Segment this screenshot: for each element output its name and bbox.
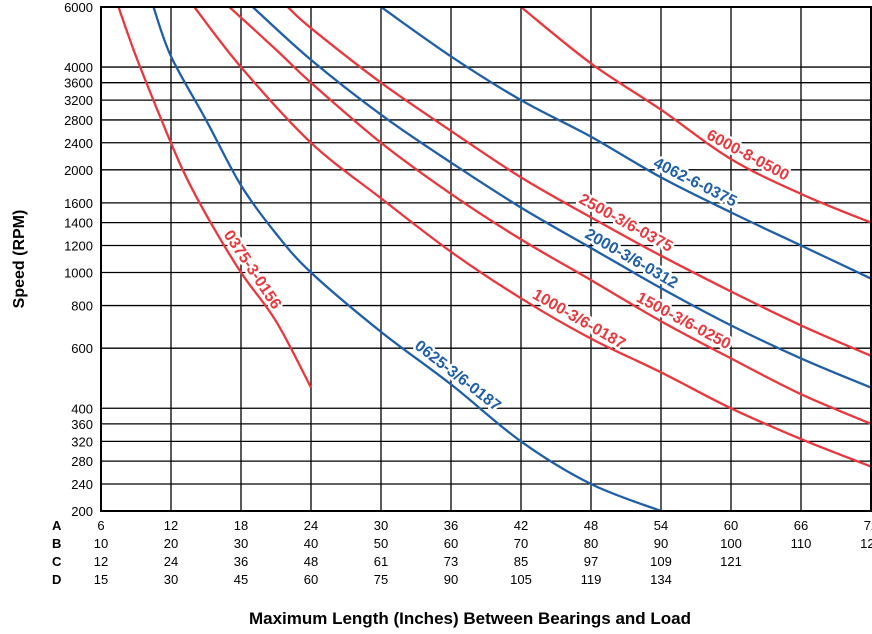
y-axis-label: Speed (RPM): [11, 210, 28, 309]
x-row-b-label: 120: [860, 536, 872, 551]
x-row-a-label: 72: [864, 518, 872, 533]
x-row-b-label: 110: [791, 536, 812, 551]
curve-label-text: 1500-3/6-0250: [633, 289, 733, 353]
curve-1500-3-6-0250: [228, 6, 872, 425]
x-row-c-label: 97: [584, 554, 598, 569]
y-tick-label: 1000: [64, 266, 93, 281]
y-tick-label: 800: [71, 299, 93, 314]
x-row-a-label: 54: [654, 518, 668, 533]
x-row-key-c: C: [52, 554, 62, 569]
curve-2000-3-6-0312: [251, 6, 872, 389]
x-row-a-label: 12: [164, 518, 178, 533]
x-row-a-label: 60: [724, 518, 738, 533]
y-tick-label: 2000: [64, 163, 93, 178]
x-row-c-label: 36: [234, 554, 248, 569]
curve-0625-3-6-0187: [152, 6, 662, 513]
x-row-c-label: 73: [444, 554, 458, 569]
curves: [117, 6, 872, 513]
x-row-b-label: 10: [94, 536, 108, 551]
y-tick-label: 3200: [64, 93, 93, 108]
y-tick-label: 2400: [64, 136, 93, 151]
y-tick-label: 600: [71, 341, 93, 356]
x-axis-rows: A 6 12 18 24 30 36 42 48 54 60 66 72 B 10 20 30 40 50 60 70 8…: [52, 518, 872, 587]
curve-0375-3-0156: [117, 6, 313, 389]
x-row-d-label: 105: [510, 572, 532, 587]
y-tick-label: 4000: [64, 60, 93, 75]
x-row-d-label: 45: [234, 572, 248, 587]
x-row-a-label: 66: [794, 518, 808, 533]
curve-label-text: 4062-6-0375: [651, 155, 740, 211]
x-row-c-label: 48: [304, 554, 318, 569]
x-row-b-label: 30: [234, 536, 248, 551]
x-row-c-label: 12: [94, 554, 108, 569]
y-tick-label: 320: [71, 434, 93, 449]
x-row-a-label: 36: [444, 518, 458, 533]
x-row-key-b: B: [52, 536, 61, 551]
x-row-a-label: 48: [584, 518, 598, 533]
y-tick-label: 200: [71, 504, 93, 519]
y-tick-label: 2800: [64, 113, 93, 128]
x-row-b-label: 80: [584, 536, 598, 551]
x-row-c-label: 24: [164, 554, 178, 569]
x-row-a-label: 42: [514, 518, 528, 533]
x-row-key-a: A: [52, 518, 62, 533]
y-tick-label: 1400: [64, 216, 93, 231]
y-tick-label: 1600: [64, 196, 93, 211]
x-row-a-label: 18: [234, 518, 248, 533]
y-tick-label: 400: [71, 401, 93, 416]
curve-label-text: 0375-3-0156: [220, 227, 284, 312]
x-row-b-label: 20: [164, 536, 178, 551]
curve-label-text: 1000-3/6-0187: [529, 286, 628, 353]
plot-frame: [100, 6, 872, 512]
curve-label-text: 6000-8-0500: [704, 127, 792, 185]
y-tick-label: 280: [71, 454, 93, 469]
x-row-a-label: 6: [97, 518, 104, 533]
x-row-a-label: 24: [304, 518, 318, 533]
curve-2500-3-6-0375: [286, 6, 872, 357]
x-row-a-label: 30: [374, 518, 388, 533]
x-row-c-label: 109: [650, 554, 672, 569]
x-row-d-label: 15: [94, 572, 108, 587]
curve-1000-3-6-0187: [193, 6, 872, 468]
curve-4062-6-0375: [380, 6, 872, 280]
x-row-b-label: 60: [444, 536, 458, 551]
y-tick-label: 3600: [64, 76, 93, 91]
x-row-b-label: 70: [514, 536, 528, 551]
x-row-d-label: 30: [164, 572, 178, 587]
x-row-b-label: 50: [374, 536, 388, 551]
x-row-d-label: 119: [581, 572, 602, 587]
x-row-d-label: 75: [374, 572, 388, 587]
grid: [100, 6, 872, 512]
x-row-c-label: 121: [720, 554, 742, 569]
y-tick-label: 360: [71, 417, 93, 432]
x-row-c-label: 85: [514, 554, 528, 569]
x-row-b-label: 40: [304, 536, 318, 551]
x-row-b-label: 100: [720, 536, 742, 551]
x-row-d-label: 134: [650, 572, 672, 587]
y-tick-label: 6000: [64, 0, 93, 15]
y-tick-label: 240: [71, 477, 93, 492]
curve-6000-8-0500: [520, 6, 872, 224]
x-axis-label: Maximum Length (Inches) Between Bearings…: [249, 609, 691, 628]
x-row-d-label: 90: [444, 572, 458, 587]
x-row-key-d: D: [52, 572, 61, 587]
x-row-b-label: 90: [654, 536, 668, 551]
x-row-c-label: 61: [374, 554, 388, 569]
curve-label-text: 0625-3/6-0187: [411, 337, 504, 415]
y-tick-label: 1200: [64, 238, 93, 253]
x-row-d-label: 60: [304, 572, 318, 587]
